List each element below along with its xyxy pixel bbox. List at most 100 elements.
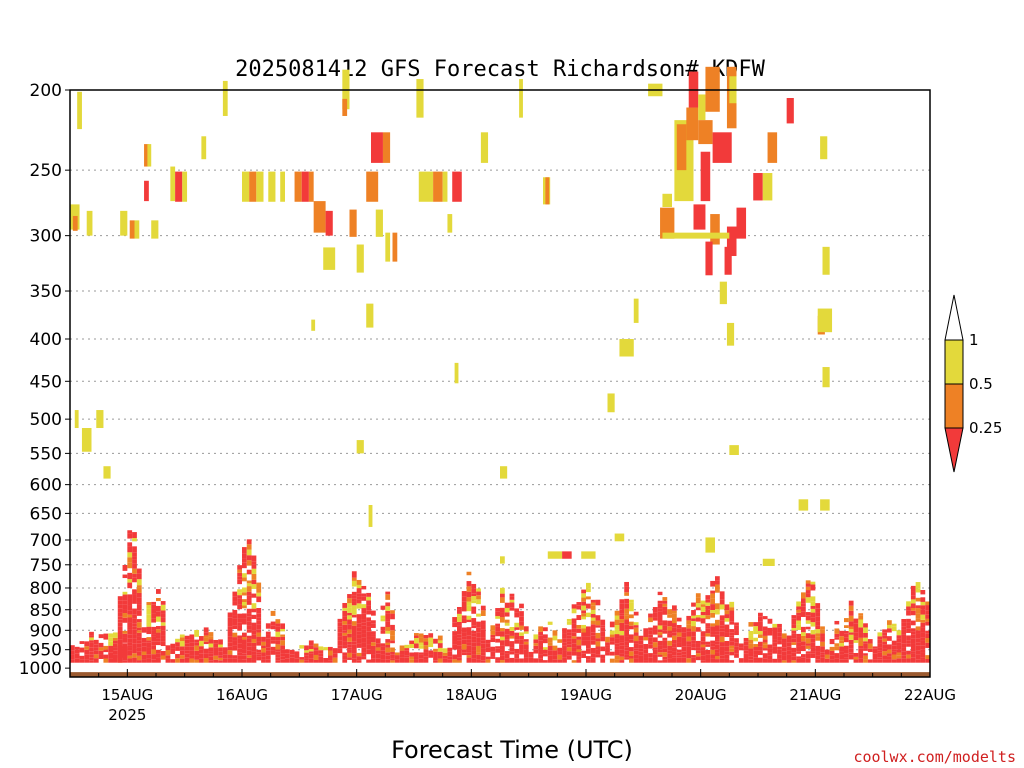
low-level-cell: [863, 623, 868, 628]
low-level-cell: [629, 647, 634, 652]
low-level-cell: [915, 597, 921, 602]
low-level-cell: [624, 636, 629, 642]
low-level-cell: [777, 627, 782, 633]
low-level-cell: [758, 625, 763, 631]
low-level-cell: [103, 658, 109, 663]
low-level-cell: [132, 648, 137, 654]
low-level-cell: [691, 620, 696, 627]
low-level-cell: [557, 639, 563, 643]
low-level-cell: [915, 588, 921, 593]
low-level-cell: [858, 648, 864, 654]
low-level-cell: [127, 614, 133, 618]
low-level-cell: [332, 653, 338, 658]
low-level-cell: [203, 632, 209, 636]
low-level-cell: [571, 618, 577, 624]
low-level-cell: [715, 639, 720, 642]
low-level-cell: [136, 597, 142, 603]
low-level-cell: [538, 654, 543, 659]
low-level-cell: [581, 628, 586, 633]
low-level-cell: [767, 652, 773, 656]
low-level-cell: [452, 644, 457, 650]
low-level-cell: [657, 622, 663, 626]
low-level-cell: [925, 618, 930, 622]
low-level-cell: [643, 653, 649, 658]
low-level-cell: [117, 657, 123, 663]
low-level-cell: [136, 655, 142, 661]
low-level-cell: [480, 624, 486, 630]
low-level-cell: [399, 654, 405, 658]
low-level-cell: [246, 583, 252, 587]
low-level-cell: [136, 619, 142, 623]
low-level-cell: [705, 658, 711, 663]
low-level-cell: [715, 576, 720, 581]
low-level-cell: [361, 629, 367, 634]
low-level-cell: [275, 640, 281, 645]
low-level-cell: [853, 656, 859, 660]
low-level-cell: [633, 650, 639, 655]
low-level-cell: [834, 637, 840, 640]
low-level-cell: [208, 639, 214, 644]
low-level-cell: [715, 659, 720, 663]
low-level-cell: [848, 605, 854, 611]
low-level-cell: [910, 657, 916, 663]
low-level-cell: [189, 634, 195, 640]
low-level-cell: [672, 651, 677, 656]
low-level-cell: [581, 597, 586, 602]
low-level-cell: [576, 656, 582, 660]
low-level-cell: [351, 601, 357, 606]
low-level-cell: [127, 647, 133, 651]
low-level-cell: [385, 619, 391, 622]
low-level-cell: [724, 658, 730, 663]
low-level-cell: [237, 565, 242, 570]
low-level-cell: [753, 657, 758, 661]
low-level-cell: [648, 657, 653, 663]
low-level-cell: [676, 655, 682, 658]
low-level-cell: [676, 639, 682, 643]
low-level-cell: [213, 653, 219, 656]
richardson-cell: [767, 132, 778, 163]
low-level-cell: [127, 533, 133, 539]
richardson-cell: [822, 367, 830, 388]
low-level-cell: [466, 645, 472, 651]
low-level-cell: [609, 637, 615, 642]
richardson-cell: [798, 499, 809, 511]
low-level-cell: [227, 617, 233, 623]
low-level-cell: [342, 630, 348, 633]
low-level-cell: [256, 652, 262, 655]
low-level-cell: [127, 617, 133, 623]
low-level-cell: [652, 612, 658, 618]
low-level-cell: [887, 656, 892, 660]
low-level-cell: [533, 649, 539, 654]
low-level-cell: [132, 634, 137, 639]
low-level-cell: [242, 618, 247, 625]
low-level-cell: [132, 552, 137, 557]
low-level-cell: [920, 632, 926, 638]
low-level-cell: [246, 591, 252, 596]
low-level-cell: [839, 643, 844, 647]
low-level-cell: [132, 559, 137, 564]
low-level-cell: [743, 658, 749, 663]
low-level-cell: [643, 660, 649, 663]
low-level-cell: [246, 646, 252, 651]
low-level-cell: [84, 654, 90, 660]
low-level-cell: [342, 616, 348, 621]
low-level-cell: [877, 652, 883, 658]
low-level-cell: [194, 639, 199, 643]
low-level-cell: [275, 654, 281, 658]
low-level-cell: [523, 639, 529, 642]
low-level-cell: [246, 595, 252, 601]
low-level-cell: [810, 605, 816, 609]
y-axis-ticks: 2002503003504004505005506006507007508008…: [19, 81, 70, 679]
low-level-cell: [910, 634, 916, 639]
low-level-cell: [246, 549, 252, 556]
low-level-cell: [457, 621, 462, 626]
richardson-cell: [311, 319, 316, 331]
low-level-cell: [791, 633, 797, 636]
low-level-cell: [366, 644, 371, 650]
low-level-cell: [786, 642, 792, 647]
low-level-cell: [858, 613, 864, 616]
low-level-cell: [351, 598, 357, 602]
low-level-cell: [495, 611, 500, 617]
low-level-cell: [652, 617, 658, 621]
low-level-cell: [160, 638, 166, 642]
